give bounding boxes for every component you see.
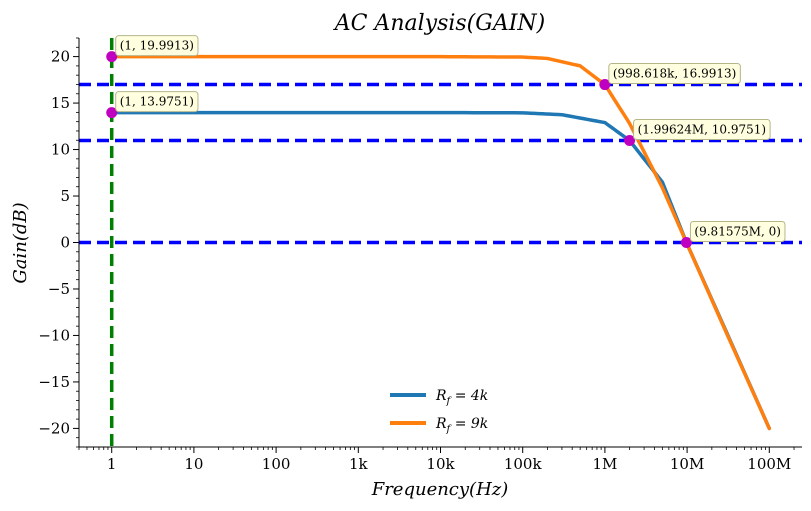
x-ticks: 1 10 100 1k 10k 100k 1M 10M 100M <box>78 447 795 473</box>
annotation-marker-1 <box>106 107 118 119</box>
x-tick-label-7: 10M <box>670 455 704 473</box>
y-tick-label-5: −5 <box>48 280 70 298</box>
annotation-label-0: (1, 19.9913) <box>120 39 194 53</box>
series-line-0 <box>109 110 772 431</box>
annotation-markers <box>106 51 692 248</box>
annotation-box-4 <box>689 221 786 242</box>
x-tick-label-1: 10 <box>184 455 203 473</box>
x-tick-label-4: 10k <box>426 455 455 473</box>
annotation-label-2: (998.618k, 16.9913) <box>613 67 737 81</box>
series-line-1 <box>109 54 772 431</box>
y-tick-label-1: 15 <box>51 94 70 112</box>
annotation-marker-2 <box>599 79 611 91</box>
x-tick-label-2: 100 <box>262 455 291 473</box>
y-tick-label-0: 20 <box>51 48 70 66</box>
y-tick-label-4: 0 <box>60 234 70 252</box>
annotation-marker-0 <box>106 51 118 63</box>
annotation-label-1: (1, 13.9751) <box>120 95 194 109</box>
x-tick-label-3: 1k <box>349 455 369 473</box>
x-tick-label-5: 100k <box>504 455 543 473</box>
legend-label-0: Rf = 4k <box>435 388 488 407</box>
annotation-label-3: (1.99624M, 10.9751) <box>638 122 767 136</box>
x-tick-label-8: 100M <box>747 455 791 473</box>
annotation-marker-4 <box>680 237 692 248</box>
legend: Rf = 4k Rf = 9k <box>390 388 488 435</box>
annotation-box-0 <box>115 35 199 57</box>
annotation-box-1 <box>115 91 199 113</box>
y-ticks: 20 15 10 5 0 −5 −10 −15 −20 <box>38 37 79 448</box>
annotation-marker-3 <box>624 134 636 146</box>
y-tick-label-2: 10 <box>51 141 70 159</box>
chart-title: AC Analysis(GAIN) <box>333 11 546 36</box>
annotation-box-2 <box>608 63 741 85</box>
y-tick-label-8: −20 <box>38 419 70 437</box>
x-tick-label-6: 1M <box>592 455 617 473</box>
annotation-label-4: (9.81575M, 0) <box>694 225 781 239</box>
x-axis-label: Frequency(Hz) <box>371 479 509 500</box>
y-tick-label-3: 5 <box>60 187 70 205</box>
legend-label-1: Rf = 9k <box>435 416 488 435</box>
y-tick-label-6: −10 <box>38 326 70 344</box>
y-axis-label: Gain(dB) <box>10 202 31 283</box>
x-tick-label-0: 1 <box>107 455 117 473</box>
y-tick-label-7: −15 <box>38 373 70 391</box>
annotations: (1, 19.9913) (1, 13.9751) (998.618k, 16.99… <box>115 35 786 242</box>
annotation-box-3 <box>633 118 771 140</box>
